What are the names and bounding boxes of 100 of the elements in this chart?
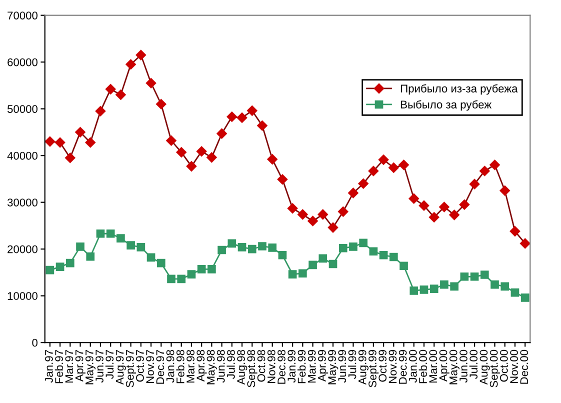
x-tick-label: Nov.99 — [388, 350, 397, 383]
x-tick-label: Jul.00 — [469, 350, 478, 379]
x-tick-label: Feb.99 — [298, 350, 306, 384]
point — [420, 286, 428, 294]
point — [400, 262, 408, 270]
x-tick-label: Oct.98 — [257, 350, 266, 382]
y-tick-label: 60000 — [8, 58, 38, 66]
x-tick-label: Jan.99 — [288, 350, 296, 383]
point — [379, 250, 388, 260]
x-tick-label: May.00 — [449, 350, 460, 384]
legend-label: Выбыло за рубеж — [401, 100, 492, 111]
x-tick-label: Jun.98 — [216, 350, 225, 383]
x-tick-label: Jul.99 — [348, 350, 356, 379]
point — [126, 241, 135, 250]
point — [369, 247, 378, 256]
x-tick-label: Feb.97 — [54, 350, 64, 384]
point — [228, 239, 236, 248]
x-tick-label: Oct.00 — [500, 350, 508, 382]
x-tick-label: Dec.98 — [278, 350, 286, 384]
x-tick-label: Mar.99 — [308, 350, 316, 383]
point — [440, 280, 448, 289]
point — [46, 266, 54, 274]
x-tick-label: Dec.99 — [398, 350, 407, 384]
x-tick-label: Sept.00 — [490, 350, 500, 388]
point — [288, 270, 297, 278]
point — [106, 229, 115, 238]
x-tick-label: May.98 — [206, 350, 217, 384]
y-tick-label: 20000 — [8, 245, 38, 254]
x-tick-label: Jul.97 — [105, 350, 114, 379]
point — [480, 270, 489, 279]
point — [460, 272, 469, 281]
point — [177, 274, 186, 284]
x-tick-label: Jul.98 — [226, 350, 235, 379]
y-tick-label: 50000 — [7, 105, 38, 113]
x-tick-label: Jan.97 — [45, 350, 53, 383]
point — [86, 252, 95, 261]
point — [218, 246, 226, 254]
point — [197, 264, 206, 274]
y-tick-label: 30000 — [7, 198, 38, 206]
x-tick-label: Aug.98 — [237, 350, 248, 385]
x-tick-label: Aug.99 — [358, 350, 369, 385]
point — [500, 282, 510, 291]
point — [510, 288, 520, 297]
point — [146, 253, 156, 262]
point — [208, 264, 216, 274]
point — [278, 250, 287, 260]
x-tick-label: May.99 — [328, 350, 338, 384]
y-tick-label: 0 — [32, 338, 38, 347]
point — [410, 286, 418, 295]
point — [248, 244, 256, 254]
point — [56, 262, 64, 271]
x-tick-label: Jun.00 — [460, 350, 468, 383]
point — [136, 243, 146, 252]
point — [167, 274, 176, 284]
x-tick-label: Mar.00 — [429, 350, 438, 383]
point — [490, 280, 499, 289]
point — [298, 269, 307, 278]
x-tick-label: Aug.97 — [116, 350, 126, 385]
legend-label: Прибыло из-за рубежа — [401, 84, 518, 95]
x-tick-label: Oct.97 — [136, 350, 144, 382]
point — [430, 284, 438, 293]
x-tick-label: Jun.97 — [96, 350, 104, 383]
point — [450, 282, 458, 291]
x-tick-label: Mar.98 — [186, 350, 194, 383]
x-tick-label: Feb.98 — [176, 350, 184, 384]
point — [389, 252, 398, 262]
x-tick-label: Sept.98 — [247, 350, 258, 388]
point — [318, 254, 328, 263]
x-tick-label: Dec.00 — [520, 350, 528, 384]
x-tick-label: May.97 — [85, 350, 96, 384]
point — [328, 260, 338, 268]
x-tick-label: Aug.00 — [480, 350, 490, 385]
x-tick-label: Apr.99 — [318, 350, 328, 382]
x-tick-label: Sept.97 — [126, 350, 136, 388]
x-tick-label: Jan.98 — [166, 350, 174, 383]
y-tick-label: 40000 — [7, 152, 38, 160]
point — [187, 270, 196, 278]
x-tick-label: Dec.97 — [156, 350, 164, 384]
x-tick-label: Apr.98 — [196, 350, 207, 382]
point — [156, 258, 166, 268]
x-tick-label: Nov.00 — [510, 350, 518, 383]
point — [349, 242, 358, 251]
point — [268, 243, 277, 252]
point — [520, 294, 530, 302]
point — [116, 234, 125, 242]
point — [76, 242, 84, 251]
point — [66, 258, 74, 268]
x-tick-label: Mar.97 — [65, 350, 74, 383]
x-tick-label: Sept.99 — [368, 350, 379, 388]
y-tick-label: 10000 — [8, 292, 38, 300]
x-tick-label: Oct.99 — [378, 350, 387, 382]
x-tick-label: Nov.97 — [146, 350, 154, 383]
x-tick-label: Apr.97 — [75, 350, 86, 382]
point — [470, 272, 479, 281]
y-tick-label: 70000 — [8, 12, 38, 20]
point — [338, 244, 348, 252]
x-tick-label: Jun.99 — [338, 350, 346, 383]
x-tick-label: Apr.00 — [439, 350, 450, 382]
x-tick-label: Nov.98 — [267, 350, 276, 383]
point — [258, 242, 266, 250]
